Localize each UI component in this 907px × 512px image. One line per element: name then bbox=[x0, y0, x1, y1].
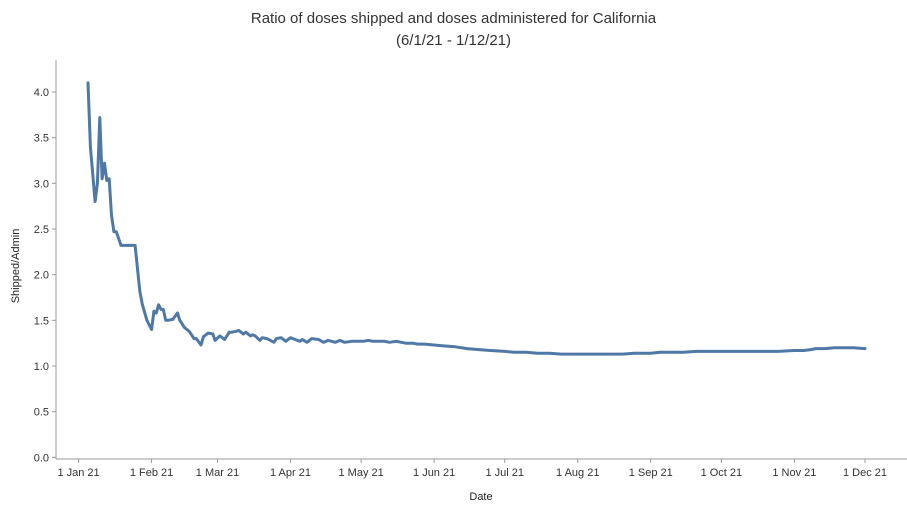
chart-title: Ratio of doses shipped and doses adminis… bbox=[250, 10, 657, 27]
x-tick-label: 1 Jun 21 bbox=[413, 467, 455, 479]
y-tick-label: 1.5 bbox=[34, 315, 49, 327]
x-tick-label: 1 Dec 21 bbox=[843, 467, 887, 479]
x-tick-label: 1 Nov 21 bbox=[772, 467, 816, 479]
y-tick-label: 4.0 bbox=[34, 87, 49, 99]
y-axis-label: Shipped/Admin bbox=[10, 229, 22, 304]
x-tick-label: 1 Aug 21 bbox=[556, 467, 599, 479]
x-tick-label: 1 Apr 21 bbox=[270, 467, 311, 479]
y-tick-label: 3.5 bbox=[34, 133, 49, 145]
y-tick-label: 2.5 bbox=[34, 224, 49, 236]
y-tick-label: 3.0 bbox=[34, 178, 49, 190]
y-tick-label: 0.0 bbox=[34, 452, 49, 464]
x-tick-label: 1 Feb 21 bbox=[130, 467, 173, 479]
y-tick-label: 2.0 bbox=[34, 270, 49, 282]
x-tick-label: 1 Sep 21 bbox=[629, 467, 673, 479]
series-line bbox=[86, 81, 867, 356]
x-tick-label: 1 Mar 21 bbox=[196, 467, 239, 479]
x-tick-label: 1 Oct 21 bbox=[701, 467, 743, 479]
y-tick-label: 0.5 bbox=[34, 407, 49, 419]
x-tick-label: 1 Jul 21 bbox=[485, 467, 524, 479]
y-tick-label: 1.0 bbox=[34, 361, 49, 373]
x-axis-label: Date bbox=[469, 491, 492, 503]
chart-subtitle: (6/1/21 - 1/12/21) bbox=[395, 32, 512, 49]
x-tick-label: 1 Jan 21 bbox=[57, 467, 99, 479]
x-tick-label: 1 May 21 bbox=[339, 467, 384, 479]
